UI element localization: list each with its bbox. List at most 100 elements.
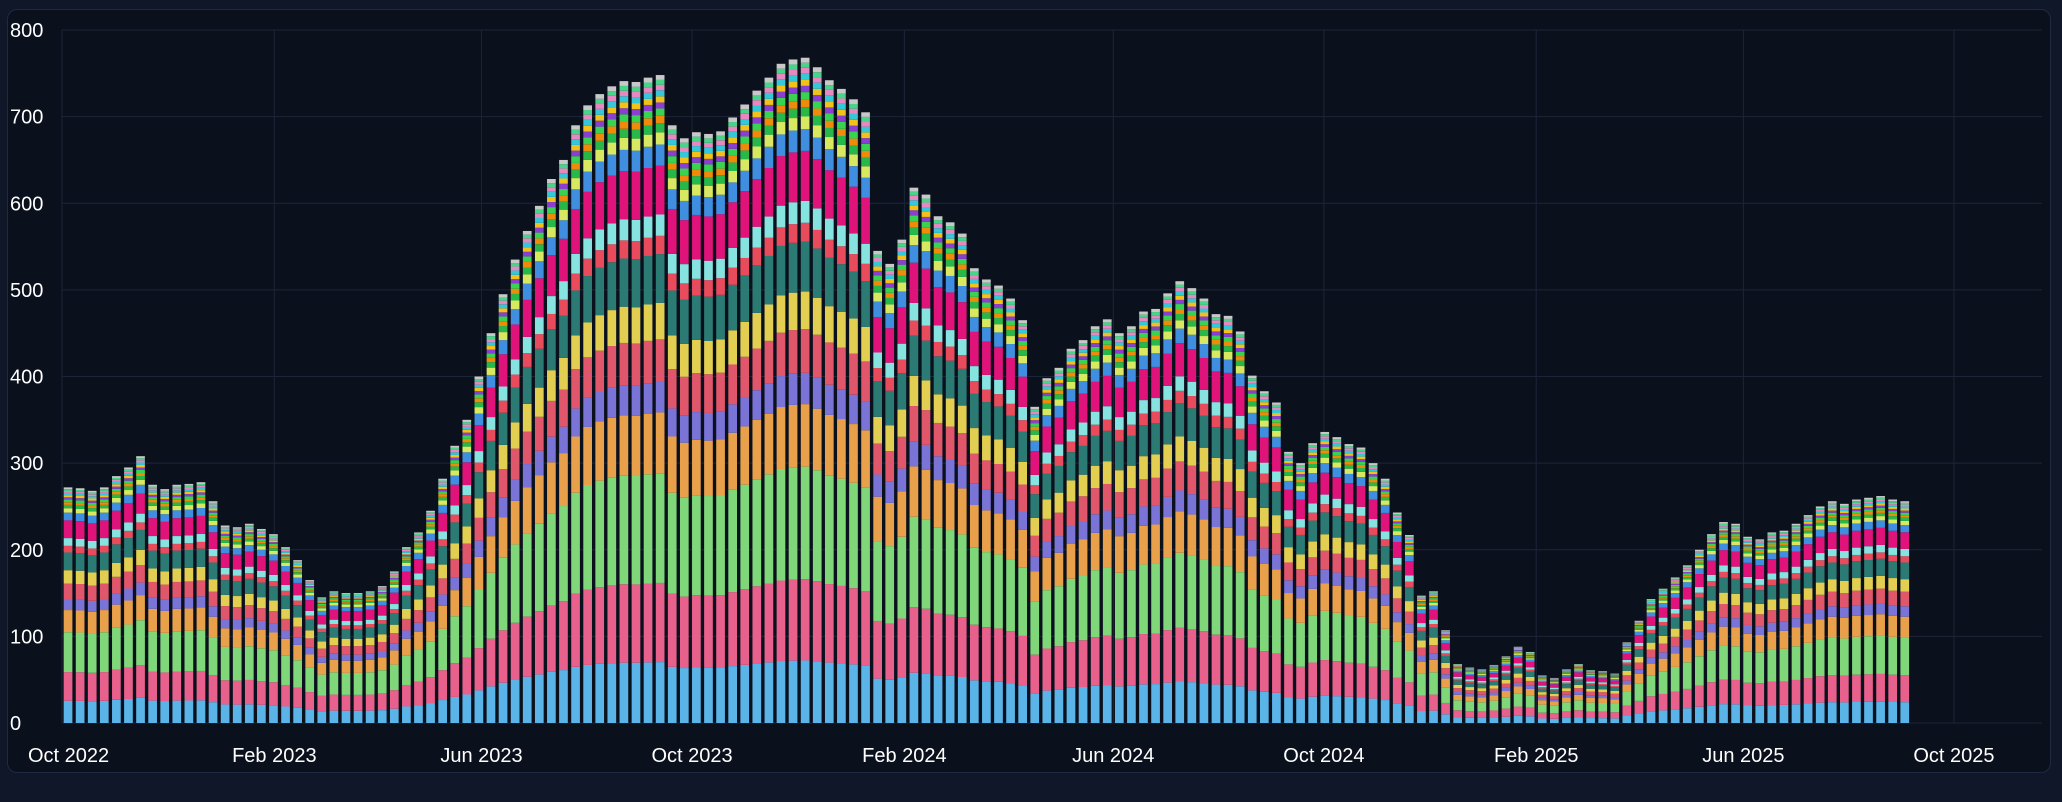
bar-segment	[1477, 684, 1487, 689]
bar-segment	[1235, 686, 1245, 723]
bar-segment	[1694, 565, 1704, 569]
bar-segment	[1767, 535, 1777, 537]
bar-segment	[812, 159, 822, 209]
bar-segment	[1114, 492, 1124, 518]
bar-segment	[1477, 675, 1487, 677]
bar-segment	[1562, 672, 1571, 673]
bar-segment	[837, 93, 846, 99]
bar-segment	[1743, 651, 1753, 683]
bar-segment	[1779, 533, 1789, 536]
bar-segment	[643, 383, 653, 414]
bar-segment	[1694, 639, 1704, 657]
bar-segment	[1163, 299, 1173, 304]
bar-segment	[1525, 658, 1535, 660]
bar-segment	[196, 492, 206, 495]
bar-segment	[124, 503, 133, 523]
bar-segment	[897, 239, 907, 244]
bar-segment	[438, 531, 447, 540]
bar-segment	[631, 138, 641, 151]
bar-segment	[800, 116, 810, 129]
bar-segment	[522, 256, 532, 262]
bar-segment	[704, 296, 713, 341]
bar-segment	[1272, 410, 1281, 414]
bar-segment	[63, 508, 73, 513]
bar-segment	[1175, 376, 1185, 391]
bar-segment	[160, 599, 170, 611]
bar-segment	[1779, 681, 1789, 705]
bar-segment	[112, 669, 121, 700]
bar-segment	[1429, 710, 1438, 724]
bar-segment	[63, 490, 73, 493]
bar-segment	[1030, 440, 1040, 452]
bar-segment	[377, 634, 387, 642]
bar-segment	[1574, 667, 1583, 669]
bar-segment	[1127, 570, 1136, 638]
bar-segment	[619, 114, 629, 122]
bar-segment	[643, 125, 653, 135]
bar-segment	[1042, 415, 1052, 427]
bar-segment	[1864, 509, 1873, 512]
bar-segment	[704, 153, 713, 159]
bar-segment	[1163, 557, 1173, 631]
bar-segment	[365, 619, 375, 624]
bar-segment	[776, 661, 786, 723]
bar-segment	[1284, 618, 1293, 665]
bar-segment	[1018, 635, 1027, 686]
bar-segment	[547, 513, 556, 606]
bar-segment	[1707, 611, 1716, 624]
bar-segment	[1404, 650, 1414, 683]
bar-segment	[1042, 648, 1052, 691]
bar-segment	[1622, 643, 1632, 644]
bar-segment	[1272, 404, 1281, 408]
bar-segment	[655, 302, 665, 340]
bar-segment	[764, 87, 774, 93]
bar-segment	[982, 627, 991, 682]
bar-segment	[1223, 359, 1233, 373]
bar-segment	[377, 693, 387, 711]
bar-segment	[982, 402, 991, 436]
bar-segment	[1296, 527, 1305, 535]
bar-segment	[1441, 633, 1450, 635]
bar-segment	[1574, 700, 1583, 711]
bar-segment	[317, 662, 327, 675]
bar-segment	[1537, 692, 1547, 695]
bar-segment	[1743, 536, 1753, 539]
bar-segment	[341, 638, 351, 647]
bar-segment	[933, 216, 943, 221]
bar-segment	[534, 475, 544, 524]
bar-segment	[1598, 673, 1608, 675]
bar-segment	[1658, 652, 1668, 659]
bar-segment	[1840, 675, 1849, 703]
bar-segment	[1864, 589, 1873, 605]
bar-segment	[1404, 601, 1414, 612]
bar-segment	[1803, 533, 1813, 538]
bar-segment	[1622, 646, 1632, 648]
bar-segment	[87, 505, 97, 509]
bar-segment	[1537, 680, 1547, 683]
bar-segment	[583, 131, 592, 138]
bar-segment	[1852, 636, 1861, 675]
bar-segment	[257, 556, 266, 571]
bar-segment	[124, 624, 133, 668]
bar-segment	[244, 536, 254, 539]
bar-segment	[1501, 659, 1511, 661]
bar-segment	[510, 266, 520, 271]
bar-segment	[257, 608, 266, 621]
bar-segment	[1694, 620, 1704, 632]
bar-segment	[728, 148, 737, 156]
bar-segment	[885, 292, 895, 298]
bar-segment	[1199, 447, 1209, 472]
bar-segment	[1852, 674, 1861, 702]
bar-segment	[1404, 575, 1414, 582]
bar-segment	[1223, 351, 1233, 360]
bar-segment	[1513, 648, 1523, 650]
bar-segment	[1018, 326, 1027, 330]
bar-segment	[136, 582, 145, 596]
bar-segment	[1670, 617, 1680, 629]
bar-segment	[1392, 641, 1402, 678]
bar-segment	[704, 133, 713, 139]
bar-segment	[1441, 630, 1450, 632]
bar-segment	[1453, 666, 1463, 668]
bar-segment	[232, 528, 242, 531]
bar-segment	[800, 67, 810, 74]
